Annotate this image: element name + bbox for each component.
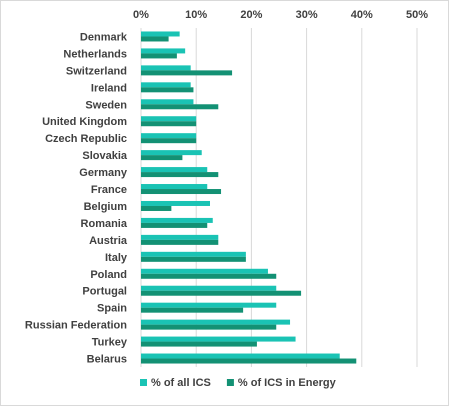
category-label: Poland <box>90 269 127 281</box>
bar-series-1 <box>141 65 191 71</box>
bar-series-2 <box>141 256 246 262</box>
x-tick-label: 0% <box>133 9 149 21</box>
bar-series-1 <box>141 167 208 173</box>
bar-series-1 <box>141 234 219 240</box>
x-tick-label: 40% <box>351 9 373 21</box>
category-label: Slovakia <box>82 150 128 162</box>
bar-series-1 <box>141 48 186 54</box>
category-label: Switzerland <box>66 65 127 77</box>
bar-series-1 <box>141 133 197 139</box>
gridlines <box>140 28 418 367</box>
bar-series-1 <box>141 150 202 156</box>
bar-series-1 <box>141 217 213 223</box>
bar-series-2 <box>141 138 197 144</box>
category-label: Netherlands <box>63 48 127 60</box>
category-label: Romania <box>81 218 128 230</box>
bar-series-1 <box>141 353 340 359</box>
category-label: Denmark <box>80 31 128 43</box>
bar-series-1 <box>141 200 210 206</box>
bar-series-2 <box>141 53 177 59</box>
bar-series-1 <box>141 319 291 325</box>
legend-label: % of all ICS <box>151 377 211 389</box>
bar-series-2 <box>141 189 222 195</box>
legend-swatch <box>226 379 234 386</box>
bar-series-2 <box>141 121 197 127</box>
bar-series-1 <box>141 251 246 257</box>
category-label: United Kingdom <box>42 116 127 128</box>
category-label: France <box>91 184 127 196</box>
bar-series-1 <box>141 268 268 274</box>
bar-series-2 <box>141 87 194 93</box>
bar-series-2 <box>141 36 169 42</box>
category-label: Portugal <box>82 286 127 298</box>
x-tick-label: 20% <box>240 9 262 21</box>
bar-series-2 <box>141 341 257 347</box>
legend-swatch <box>140 379 147 386</box>
bar-series-2 <box>141 222 208 228</box>
category-label: Russian Federation <box>25 320 127 332</box>
bar-series-1 <box>141 336 296 342</box>
category-labels: Denmark Netherlands Switzerland Ireland Swed… <box>25 31 128 365</box>
category-label: Belgium <box>84 201 128 213</box>
bar-series-1 <box>141 285 277 291</box>
bar-series-1 <box>141 116 197 122</box>
bar-series-2 <box>141 70 233 76</box>
bar-series-2 <box>141 239 219 245</box>
category-label: Czech Republic <box>45 133 127 145</box>
category-label: Belarus <box>87 354 127 366</box>
category-label: Ireland <box>91 82 127 94</box>
bar-series-2 <box>141 273 277 279</box>
bar-series-1 <box>141 31 180 37</box>
bar-series-2 <box>141 324 277 330</box>
legend-label: % of ICS in Energy <box>238 377 337 389</box>
bar-series-1 <box>141 99 194 105</box>
category-label: Sweden <box>85 99 127 111</box>
x-tick-label: 50% <box>406 9 428 21</box>
category-label: Spain <box>97 303 127 315</box>
category-label: Germany <box>79 167 128 179</box>
x-tick-label: 30% <box>296 9 318 21</box>
category-label: Turkey <box>92 337 128 349</box>
bar-series-2 <box>141 172 219 178</box>
bars <box>141 31 357 364</box>
category-label: Austria <box>89 235 128 247</box>
bar-series-1 <box>141 82 191 88</box>
bar-series-2 <box>141 104 219 110</box>
bar-series-2 <box>141 307 244 313</box>
bar-series-1 <box>141 184 208 190</box>
bar-series-1 <box>141 302 277 308</box>
bar-series-2 <box>141 290 302 296</box>
x-axis-ticks: 0% 10% 20% 30% 40% 50% <box>133 9 428 21</box>
category-label: Italy <box>105 252 128 264</box>
legend: % of all ICS % of ICS in Energy <box>140 377 337 389</box>
x-tick-label: 10% <box>185 9 207 21</box>
bar-series-2 <box>141 205 172 211</box>
bar-series-2 <box>141 358 357 364</box>
bar-series-2 <box>141 155 183 161</box>
